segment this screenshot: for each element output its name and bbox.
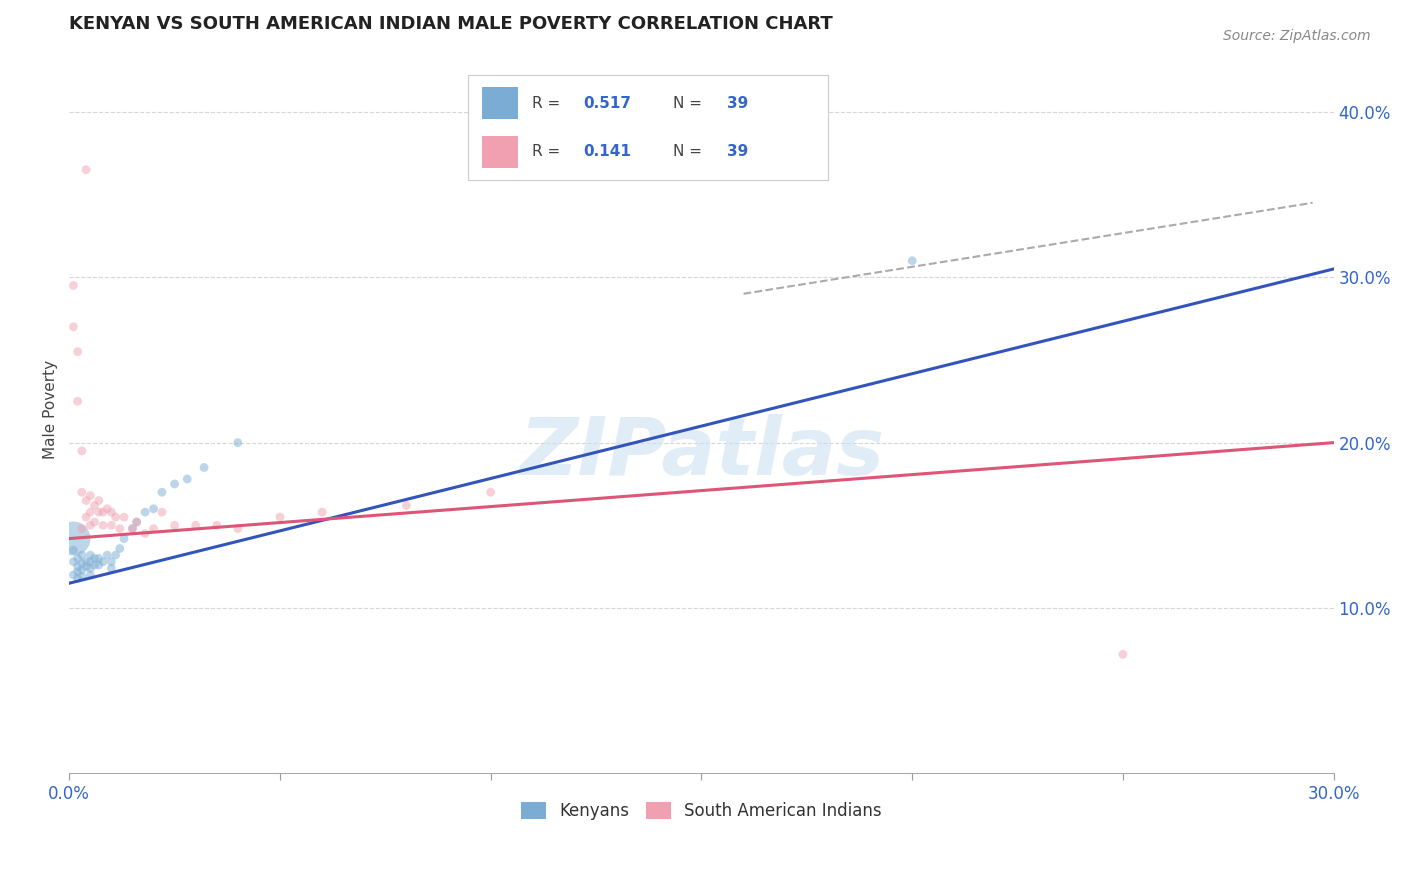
Point: [125, 515, 148, 529]
Point: [62, 555, 84, 569]
Point: [226, 522, 249, 536]
Point: [66, 551, 89, 566]
Point: [100, 505, 122, 519]
Point: [62, 278, 84, 293]
Point: [100, 561, 122, 575]
Point: [75, 162, 97, 177]
Point: [163, 518, 186, 533]
Point: [163, 477, 186, 491]
Point: [83, 551, 105, 566]
Point: [70, 548, 93, 562]
Point: [79, 561, 101, 575]
Point: [104, 510, 127, 524]
Point: [142, 501, 165, 516]
Point: [87, 493, 110, 508]
Point: [79, 505, 101, 519]
Point: [70, 522, 93, 536]
Text: KENYAN VS SOUTH AMERICAN INDIAN MALE POVERTY CORRELATION CHART: KENYAN VS SOUTH AMERICAN INDIAN MALE POV…: [69, 15, 832, 33]
Legend: Kenyans, South American Indians: Kenyans, South American Indians: [515, 796, 889, 827]
Point: [62, 319, 84, 334]
Point: [150, 505, 173, 519]
Point: [150, 485, 173, 500]
Point: [226, 435, 249, 450]
Point: [79, 518, 101, 533]
Point: [62, 568, 84, 582]
Point: [96, 501, 118, 516]
Point: [176, 472, 198, 486]
Point: [75, 555, 97, 569]
Point: [66, 571, 89, 585]
Point: [87, 558, 110, 572]
Point: [91, 505, 114, 519]
Point: [70, 563, 93, 577]
Point: [79, 489, 101, 503]
Point: [79, 568, 101, 582]
Point: [121, 522, 143, 536]
Point: [901, 253, 924, 268]
Point: [96, 548, 118, 562]
Point: [269, 510, 291, 524]
Point: [66, 565, 89, 579]
Point: [311, 505, 333, 519]
Point: [121, 522, 143, 536]
Point: [70, 557, 93, 571]
Point: [134, 505, 156, 519]
Point: [66, 559, 89, 574]
Point: [87, 551, 110, 566]
Point: [108, 522, 131, 536]
Point: [83, 558, 105, 572]
Point: [112, 532, 135, 546]
Point: [83, 515, 105, 529]
Point: [125, 515, 148, 529]
Y-axis label: Male Poverty: Male Poverty: [44, 360, 58, 459]
Point: [100, 518, 122, 533]
Point: [1112, 648, 1135, 662]
Point: [70, 485, 93, 500]
Point: [75, 510, 97, 524]
Point: [108, 541, 131, 556]
Point: [79, 555, 101, 569]
Point: [83, 499, 105, 513]
Point: [479, 485, 502, 500]
Point: [79, 548, 101, 562]
Point: [62, 543, 84, 558]
Point: [66, 344, 89, 359]
Point: [142, 522, 165, 536]
Point: [87, 505, 110, 519]
Point: [62, 532, 84, 546]
Point: [66, 394, 89, 409]
Point: [205, 518, 228, 533]
Point: [100, 555, 122, 569]
Point: [184, 518, 207, 533]
Point: [70, 569, 93, 583]
Point: [75, 559, 97, 574]
Point: [91, 518, 114, 533]
Point: [112, 510, 135, 524]
Point: [91, 555, 114, 569]
Point: [70, 443, 93, 458]
Point: [134, 526, 156, 541]
Point: [75, 493, 97, 508]
Point: [395, 499, 418, 513]
Text: Source: ZipAtlas.com: Source: ZipAtlas.com: [1223, 29, 1371, 43]
Text: ZIPatlas: ZIPatlas: [519, 414, 884, 492]
Point: [104, 548, 127, 562]
Point: [193, 460, 215, 475]
